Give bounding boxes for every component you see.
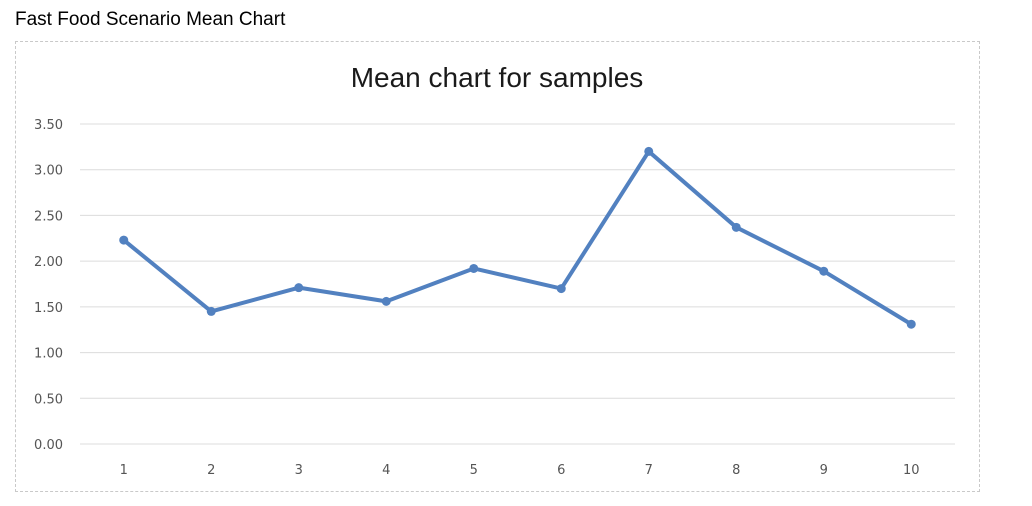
series-line [121, 149, 914, 327]
y-tick-label: 3.50 [34, 118, 63, 133]
x-tick-label: 2 [207, 463, 215, 478]
x-tick-label: 3 [295, 463, 303, 478]
x-tick-label: 8 [732, 463, 740, 478]
gridlines [80, 123, 955, 445]
chart-frame [15, 41, 980, 492]
data-point [819, 266, 829, 276]
y-tick-label: 0.50 [34, 392, 63, 407]
data-point [469, 263, 479, 273]
data-point [906, 319, 916, 329]
series-layer [119, 146, 916, 329]
page-heading: Fast Food Scenario Mean Chart [15, 9, 286, 30]
y-tick-label: 1.00 [34, 347, 63, 362]
y-tick-label: 3.00 [34, 164, 63, 179]
x-tick-label: 6 [557, 463, 565, 478]
data-point [644, 146, 654, 156]
chart-title: Mean chart for samples [351, 62, 644, 93]
data-point [206, 306, 216, 316]
y-tick-label: 2.50 [34, 209, 63, 224]
x-tick-label: 1 [120, 463, 128, 478]
y-tick-label: 2.00 [34, 255, 63, 270]
y-tick-label: 0.00 [34, 438, 63, 453]
data-point [556, 284, 566, 294]
x-tick-label: 10 [903, 463, 920, 478]
x-tick-label: 9 [820, 463, 828, 478]
x-tick-label: 5 [470, 463, 478, 478]
data-point [381, 296, 391, 306]
data-point [294, 283, 304, 293]
x-tick-label: 4 [382, 463, 390, 478]
y-axis-ticks: 0.00 0.50 1.00 1.50 2.00 2.50 3.00 3.50 [34, 118, 63, 453]
data-point [731, 222, 741, 232]
x-tick-label: 7 [645, 463, 653, 478]
x-axis-ticks: 1 2 3 4 5 6 7 8 9 10 [120, 463, 920, 478]
y-tick-label: 1.50 [34, 301, 63, 316]
data-point [119, 235, 129, 245]
